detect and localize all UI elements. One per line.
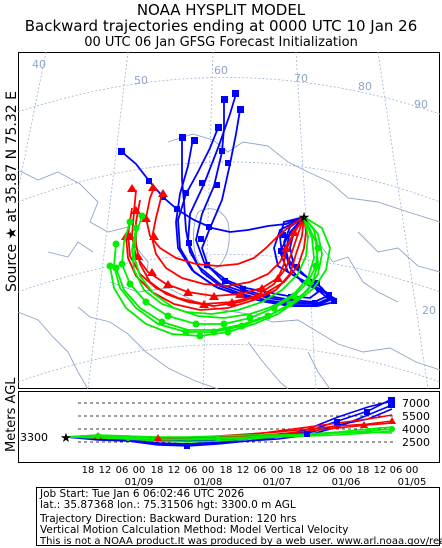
green-markers (106, 212, 322, 340)
hour-label: 12 (237, 465, 250, 476)
hour-label: 00 (202, 465, 215, 476)
metadata-box (36, 487, 440, 546)
grid-label-80: 80 (358, 80, 372, 93)
trajectory-green-5 (131, 216, 309, 315)
hour-label: 18 (357, 465, 370, 476)
grid-label-20: 20 (422, 304, 436, 317)
trajectory-blue-7 (175, 139, 332, 307)
hour-label: 12 (374, 465, 387, 476)
hour-label: 00 (133, 465, 146, 476)
vertical-profile-panel: ★ 3300 7000 5500 4000 2500 (18, 391, 440, 463)
hour-label: 06 (323, 465, 336, 476)
disclaimer: This is not a NOAA product.It was produc… (40, 536, 442, 547)
trajectory-green-3 (133, 215, 315, 319)
meters-agl-label: Meters AGL (4, 377, 19, 452)
hour-label: 06 (254, 465, 267, 476)
hour-label: 12 (99, 465, 112, 476)
tick-4000: 4000 (402, 423, 430, 436)
date-label: 01/05 (398, 477, 427, 488)
time-axis: 18 12 06 00 18 12 06 00 18 12 06 00 18 1… (82, 465, 427, 488)
tick-7000: 7000 (402, 397, 430, 410)
tick-5500: 5500 (402, 410, 430, 423)
profile-right-ticks: 7000 5500 4000 2500 (402, 397, 430, 449)
source-height-label: 3300 (20, 431, 48, 444)
hour-label: 18 (82, 465, 95, 476)
date-label: 01/08 (194, 477, 223, 488)
date-label: 01/07 (263, 477, 292, 488)
red-markers (121, 183, 299, 308)
trajectory-map: 40 50 60 70 80 90 20 (18, 52, 440, 389)
hour-label: 00 (271, 465, 284, 476)
map-frame (18, 52, 440, 389)
hour-label: 18 (289, 465, 302, 476)
grid-label-60: 60 (214, 64, 228, 77)
profile-markers (94, 397, 396, 449)
trajectory-green-4 (115, 216, 331, 331)
hour-label: 06 (390, 465, 403, 476)
job-start: Job Start: Tue Jan 6 06:02:46 UTC 2026 (40, 488, 245, 500)
profile-source-star-icon: ★ (60, 431, 72, 446)
hour-label: 18 (220, 465, 233, 476)
title-initialization: 00 UTC 06 Jan GFSG Forecast Initializati… (84, 35, 358, 50)
map-grid-labels: 40 50 60 70 80 90 20 (32, 58, 436, 317)
vertical-method: Vertical Motion Calculation Method: Mode… (40, 524, 349, 536)
source-star-icon: ★ (298, 210, 311, 226)
trajectory-direction: Trajectory Direction: Backward Duration:… (40, 513, 297, 525)
time-date-labels: 01/09 01/08 01/07 01/06 01/05 (125, 477, 427, 488)
date-label: 01/06 (332, 477, 361, 488)
hour-label: 06 (116, 465, 129, 476)
title-model: NOAA HYSPLIT MODEL (136, 1, 306, 19)
date-label: 01/09 (125, 477, 154, 488)
hour-label: 00 (340, 465, 353, 476)
hour-label: 12 (168, 465, 181, 476)
grid-label-50: 50 (134, 74, 148, 87)
grid-label-90: 90 (414, 98, 428, 111)
profile-frame (18, 391, 440, 463)
source-coords: lat.: 35.87368 lon.: 75.31506 hgt: 3300.… (40, 499, 296, 511)
time-hour-labels: 18 12 06 00 18 12 06 00 18 12 06 00 18 1… (82, 465, 419, 476)
hour-label: 18 (151, 465, 164, 476)
hour-label: 06 (185, 465, 198, 476)
hour-label: 12 (306, 465, 319, 476)
tick-2500: 2500 (402, 436, 430, 449)
grid-label-70: 70 (294, 72, 308, 85)
title-trajectory: Backward trajectories ending at 0000 UTC… (24, 17, 418, 35)
map-coastlines (18, 133, 440, 389)
grid-label-40: 40 (32, 58, 46, 71)
trajectory-red-6 (135, 199, 307, 307)
profile-lines (65, 398, 393, 447)
trajectory-red-2 (127, 207, 305, 305)
hour-label: 00 (406, 465, 419, 476)
